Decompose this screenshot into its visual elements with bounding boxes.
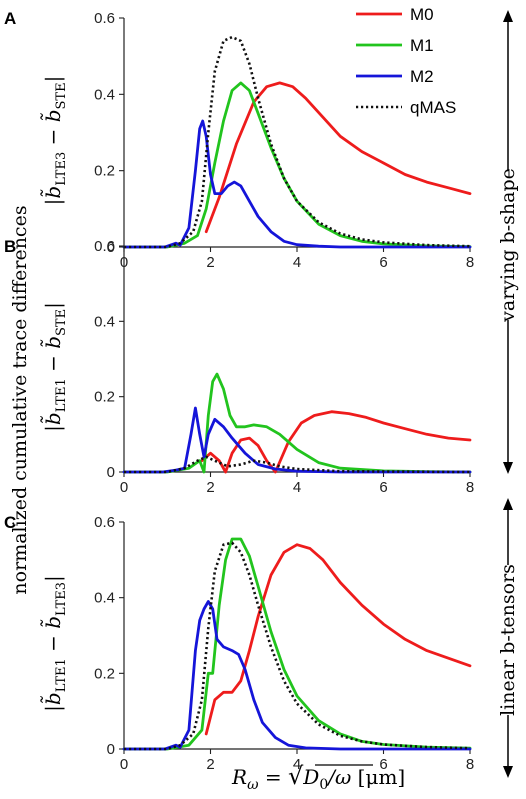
annotation-bg bbox=[497, 565, 519, 715]
series-line-qmas bbox=[124, 541, 471, 751]
xlabel-eq: = bbox=[258, 765, 287, 789]
y-tick-label: 0 bbox=[107, 464, 115, 481]
xlabel-unit: [μm] bbox=[351, 765, 405, 789]
xlabel-root: √ bbox=[288, 762, 304, 790]
x-tick-label: 8 bbox=[466, 479, 474, 496]
x-tick-label: 4 bbox=[293, 254, 301, 271]
x-tick-label: 6 bbox=[379, 756, 387, 773]
x-tick-label: 6 bbox=[379, 479, 387, 496]
ylabel-part: LTE1 bbox=[54, 658, 69, 692]
x-tick-label: 2 bbox=[206, 479, 214, 496]
panel-c: C0 2 4 6 800.20.40.6|b̃LTE1 − b̃LTE3| bbox=[4, 513, 474, 773]
svg-text:Rω = √D0/ω [μm]: Rω = √D0/ω [μm] bbox=[231, 762, 405, 793]
ylabel-part: LTE3 bbox=[54, 152, 69, 186]
panel-ylabel: |b̃LTE1 − b̃LTE3| bbox=[39, 575, 69, 712]
panel-letter: A bbox=[4, 9, 16, 28]
y-tick-label: 0.6 bbox=[94, 10, 115, 27]
side-annotation-varying: varying b-shape bbox=[497, 10, 519, 474]
ylabel-part: b̃ bbox=[39, 412, 65, 425]
ylabel-part: b̃ bbox=[39, 109, 65, 122]
series-line-qmas bbox=[124, 35, 471, 249]
xlabel-slash-omega: /ω bbox=[326, 765, 351, 789]
side-annotation-linear: linear b-tensors bbox=[497, 498, 519, 778]
x-tick-label: 8 bbox=[466, 254, 474, 271]
panel-letter: B bbox=[4, 237, 16, 256]
ylabel-part: | bbox=[41, 302, 66, 309]
ylabel-part: | bbox=[41, 705, 66, 712]
arrow-head-down-icon bbox=[503, 766, 513, 778]
arrow-head-up-icon bbox=[503, 498, 513, 510]
x-tick-label: 6 bbox=[379, 254, 387, 271]
panel-letter: C bbox=[4, 513, 16, 532]
ylabel-part: b̃ bbox=[39, 692, 65, 705]
annotation-bg bbox=[497, 170, 519, 320]
y-tick-label: 0.2 bbox=[94, 163, 115, 180]
series-line-m2 bbox=[122, 406, 472, 474]
y-tick-label: 0.6 bbox=[94, 514, 115, 531]
y-tick-label: 0.2 bbox=[94, 665, 115, 682]
ylabel-part: STE bbox=[54, 309, 69, 336]
x-tick-label: 8 bbox=[466, 756, 474, 773]
ylabel-part: b̃ bbox=[39, 616, 65, 629]
legend: M0 M1 M2 qMAS bbox=[356, 5, 456, 117]
series-line-m0 bbox=[204, 81, 472, 234]
x-tick-label: 2 bbox=[206, 756, 214, 773]
x-tick-label: 4 bbox=[293, 479, 301, 496]
series-line-m2 bbox=[122, 119, 472, 249]
xlabel-d: D bbox=[302, 765, 319, 789]
y-tick-label: 0.2 bbox=[94, 389, 115, 406]
y-tick-label: 0.4 bbox=[94, 313, 115, 330]
side-text-varying: varying b-shape bbox=[497, 168, 519, 323]
ylabel-part: − bbox=[41, 122, 65, 151]
panel-b: B0 2 4 6 800.20.40.6|b̃LTE1 − b̃STE| bbox=[4, 237, 474, 496]
legend-label-m0: M0 bbox=[410, 5, 434, 24]
series-line-qmas bbox=[124, 455, 471, 474]
ylabel-part: STE bbox=[54, 82, 69, 109]
xlabel-d-sub: 0 bbox=[319, 777, 328, 793]
ylabel-part: b̃ bbox=[39, 336, 65, 349]
y-tick-label: 0.6 bbox=[94, 238, 115, 255]
ylabel-part: − bbox=[41, 349, 65, 378]
y-tick-label: 0.4 bbox=[94, 86, 115, 103]
side-text-linear: linear b-tensors bbox=[497, 564, 519, 716]
shared-xlabel: Rω = √D0/ω [μm] bbox=[231, 762, 405, 793]
legend-label-m1: M1 bbox=[410, 36, 434, 55]
series-line-m0 bbox=[200, 410, 472, 474]
series-line-m1 bbox=[122, 537, 472, 751]
ylabel-part: b̃ bbox=[39, 186, 65, 199]
series-line-m1 bbox=[122, 81, 472, 249]
panel-ylabel: |b̃LTE1 − b̃STE| bbox=[39, 302, 69, 432]
panel-a: A0246800.20.40.6|b̃LTE3 − b̃STE| bbox=[4, 9, 474, 271]
x-tick-label: 2 bbox=[206, 254, 214, 271]
arrow-head-up-icon bbox=[503, 10, 513, 22]
ylabel-part: | bbox=[41, 425, 66, 432]
x-tick-label: 0 bbox=[120, 756, 128, 773]
ylabel-part: LTE3 bbox=[54, 582, 69, 616]
series-line-m1 bbox=[122, 372, 472, 474]
series-line-m2 bbox=[122, 600, 472, 751]
ylabel-part: | bbox=[41, 76, 66, 83]
x-tick-label: 4 bbox=[293, 756, 301, 773]
legend-label-m2: M2 bbox=[410, 67, 434, 86]
xlabel-omega-sub: ω bbox=[247, 777, 259, 793]
xlabel-r: R bbox=[231, 765, 247, 789]
panel-ylabel: |b̃LTE3 − b̃STE| bbox=[39, 76, 69, 206]
y-tick-label: 0 bbox=[107, 741, 115, 758]
y-tick-label: 0.4 bbox=[94, 590, 115, 607]
series-line-m0 bbox=[204, 543, 472, 736]
y-tick-label: 0 bbox=[107, 239, 115, 256]
shared-ylabel: normalized cumulative trace differences bbox=[9, 205, 31, 594]
ylabel-part: − bbox=[41, 629, 65, 658]
arrow-head-down-icon bbox=[503, 462, 513, 474]
ylabel-part: LTE1 bbox=[54, 378, 69, 412]
ylabel-part: | bbox=[41, 199, 66, 206]
x-tick-label: 0 bbox=[120, 479, 128, 496]
legend-label-qmas: qMAS bbox=[410, 98, 456, 117]
ylabel-part: | bbox=[41, 575, 66, 582]
